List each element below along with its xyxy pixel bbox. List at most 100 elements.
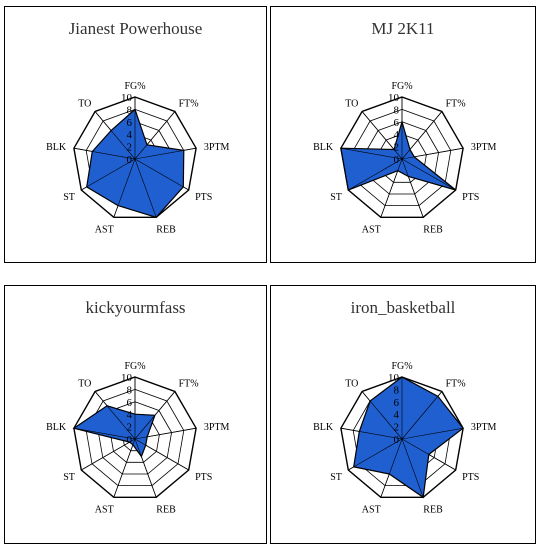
tick-label: 2 bbox=[127, 422, 133, 434]
axis-spoke-overlay bbox=[134, 111, 176, 160]
axis-spoke-overlay bbox=[361, 391, 403, 440]
tick-label: 8 bbox=[394, 104, 400, 116]
axis-spoke-overlay bbox=[401, 391, 443, 440]
axis-label-pts: PTS bbox=[462, 192, 479, 203]
axis-label-3ptm: 3PTM bbox=[471, 142, 497, 153]
axis-label-ast: AST bbox=[362, 505, 381, 516]
axis-spoke-overlay bbox=[134, 438, 157, 498]
axis-spoke-overlay bbox=[113, 158, 136, 218]
axis-spoke-overlay bbox=[361, 111, 403, 160]
axis-label-3ptm: 3PTM bbox=[204, 142, 230, 153]
axis-label-reb: REB bbox=[423, 225, 443, 236]
axis-spoke-overlay bbox=[340, 147, 403, 160]
axis-spoke-overlay bbox=[401, 427, 464, 440]
axis-label-st: ST bbox=[63, 472, 75, 483]
grid-ring bbox=[340, 376, 464, 499]
axis-label-blk: BLK bbox=[313, 422, 334, 433]
axis-spoke-overlay bbox=[134, 391, 176, 440]
axis-label-ast: AST bbox=[362, 225, 381, 236]
axis-spoke-overlay bbox=[401, 111, 443, 160]
axis-label-to: TO bbox=[78, 378, 91, 389]
data-polygon bbox=[86, 108, 185, 218]
tick-label: 2 bbox=[127, 142, 133, 154]
tick-label: 6 bbox=[394, 397, 400, 409]
tick-label: 0 bbox=[127, 434, 133, 446]
data-polygon bbox=[340, 119, 457, 191]
axis-spoke-overlay bbox=[94, 111, 136, 160]
radar-panel-jianest-powerhouse: Jianest Powerhouse 0 2 4 6 8 10 FG% FT% 3PTM PTS R… bbox=[4, 6, 267, 263]
axis-label-ft-pct: FT% bbox=[179, 378, 199, 389]
axis-spoke-overlay bbox=[401, 158, 424, 218]
axis-label-to: TO bbox=[78, 98, 91, 109]
tick-label: 10 bbox=[388, 92, 400, 104]
tick-label: 10 bbox=[388, 372, 400, 384]
axis-label-3ptm: 3PTM bbox=[204, 422, 230, 433]
axis-label-ft-pct: FT% bbox=[179, 98, 199, 109]
tick-label: 0 bbox=[127, 154, 133, 166]
axis-label-pts: PTS bbox=[462, 472, 479, 483]
chart-title: kickyourmfass bbox=[85, 298, 186, 317]
axis-spoke-overlay bbox=[401, 147, 464, 160]
axis-label-blk: BLK bbox=[46, 422, 67, 433]
tick-label: 10 bbox=[121, 92, 133, 104]
tick-label: 6 bbox=[127, 397, 133, 409]
axis-spoke-overlay bbox=[340, 427, 403, 440]
tick-label: 4 bbox=[127, 129, 133, 141]
axis-label-3ptm: 3PTM bbox=[471, 422, 497, 433]
tick-label: 8 bbox=[127, 384, 133, 396]
tick-label: 4 bbox=[394, 409, 400, 421]
radar-panel-kickyourmfass: kickyourmfass 0 2 4 6 8 10 FG% FT% 3PTM PTS REB AST… bbox=[4, 285, 267, 544]
axis-spoke-overlay bbox=[81, 438, 136, 471]
axis-label-reb: REB bbox=[423, 505, 443, 516]
tick-label: 6 bbox=[394, 117, 400, 129]
axis-label-ft-pct: FT% bbox=[446, 98, 466, 109]
axis-label-to: TO bbox=[345, 378, 358, 389]
axis-label-st: ST bbox=[330, 192, 342, 203]
axis-label-fg-pct: FG% bbox=[391, 361, 412, 372]
tick-label: 8 bbox=[127, 104, 133, 116]
axis-spoke-overlay bbox=[348, 438, 403, 471]
axis-label-blk: BLK bbox=[313, 142, 334, 153]
axis-label-blk: BLK bbox=[46, 142, 67, 153]
axis-label-reb: REB bbox=[156, 505, 176, 516]
radar-panel-iron-basketball: iron_basketball 0 2 4 6 8 10 FG% FT% 3PTM PTS REB A… bbox=[270, 285, 536, 544]
tick-label: 6 bbox=[127, 117, 133, 129]
axis-label-st: ST bbox=[63, 192, 75, 203]
axis-spoke-overlay bbox=[73, 147, 136, 160]
tick-label: 2 bbox=[394, 422, 400, 434]
tick-label: 4 bbox=[394, 129, 400, 141]
axis-spoke-overlay bbox=[134, 147, 197, 160]
axis-spoke-overlay bbox=[94, 391, 136, 440]
grid-ring bbox=[73, 96, 197, 219]
axis-spoke-overlay bbox=[73, 427, 136, 440]
axis-label-ast: AST bbox=[95, 505, 114, 516]
chart-title: MJ 2K11 bbox=[371, 19, 435, 38]
grid-ring bbox=[340, 96, 464, 219]
axis-label-to: TO bbox=[345, 98, 358, 109]
axis-spoke-overlay bbox=[134, 158, 157, 218]
tick-label: 10 bbox=[121, 372, 133, 384]
axis-label-fg-pct: FG% bbox=[124, 361, 145, 372]
axis-spoke-overlay bbox=[401, 438, 424, 498]
axis-spoke-overlay bbox=[81, 158, 136, 191]
grid-ring bbox=[364, 121, 440, 195]
tick-label: 4 bbox=[127, 409, 133, 421]
grid-ring bbox=[352, 108, 452, 207]
radar-panel-mj-2k11: MJ 2K11 0 2 4 6 8 10 FG% FT% 3PTM PTS REB AST ST BLK T… bbox=[270, 6, 536, 263]
axis-label-fg-pct: FG% bbox=[124, 81, 145, 92]
axis-label-st: ST bbox=[330, 472, 342, 483]
tick-label: 0 bbox=[394, 154, 400, 166]
axis-label-ast: AST bbox=[95, 225, 114, 236]
chart-title: Jianest Powerhouse bbox=[68, 19, 203, 38]
axis-spoke-overlay bbox=[134, 438, 189, 471]
axis-label-pts: PTS bbox=[195, 472, 212, 483]
tick-label: 2 bbox=[394, 142, 400, 154]
axis-spoke-overlay bbox=[380, 158, 403, 218]
chart-title: iron_basketball bbox=[350, 298, 456, 317]
data-polygon bbox=[353, 376, 464, 499]
axis-spoke-overlay bbox=[134, 158, 189, 191]
